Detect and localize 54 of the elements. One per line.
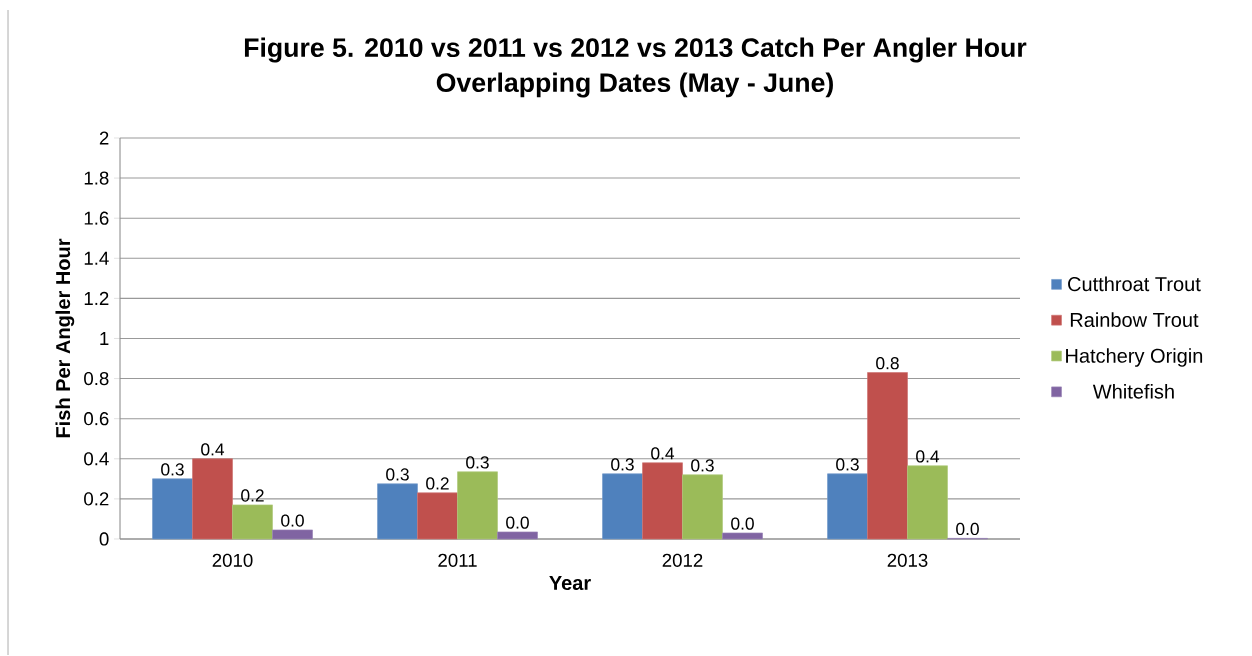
data-label: 0.0 — [506, 516, 529, 529]
y-tick-label: 0 — [99, 532, 109, 546]
bar — [722, 532, 763, 540]
bar — [827, 473, 868, 540]
bar — [682, 474, 723, 540]
bar — [642, 462, 683, 540]
bar — [152, 478, 193, 540]
y-tick-label: 0.8 — [84, 372, 109, 386]
data-label: 0.3 — [836, 458, 859, 471]
bar — [497, 531, 538, 540]
x-tick-label: 2013 — [887, 553, 928, 568]
bar — [417, 492, 458, 540]
chart-subtitle: Overlapping Dates (May - June) — [436, 72, 833, 98]
y-tick-label: 0.2 — [84, 492, 109, 506]
legend-label: Cutthroat Trout — [1068, 276, 1201, 292]
data-label: 0.3 — [386, 468, 409, 481]
y-tick-label: 1.4 — [84, 252, 109, 265]
x-tick-label: 2011 — [438, 553, 477, 568]
bar — [907, 465, 948, 540]
data-label: 0.4 — [201, 443, 225, 456]
y-tick-label: 1.8 — [84, 171, 109, 185]
legend-label: Rainbow Trout — [1070, 312, 1199, 328]
data-label: 0.2 — [241, 489, 264, 502]
data-label: 0.3 — [691, 459, 714, 472]
data-label: 0.8 — [876, 357, 899, 370]
legend-label: Whitefish — [1092, 384, 1174, 399]
y-tick-label: 0.4 — [84, 452, 109, 466]
legend-label: Hatchery Origin — [1066, 348, 1203, 368]
x-tick-label: 2010 — [212, 553, 253, 568]
bar — [867, 372, 908, 540]
x-tick-label: 2012 — [662, 553, 703, 568]
bar — [272, 529, 313, 540]
bar — [377, 483, 418, 540]
y-tick-label: 1.6 — [84, 211, 109, 226]
x-axis-title: Year — [549, 576, 591, 591]
y-tick-label: 0.6 — [84, 412, 109, 426]
chart-title: Figure 5. 2010 vs 2011 vs 2012 vs 2013 Catch Per Angler Hour — [244, 37, 1027, 63]
data-label: 0.3 — [161, 463, 184, 476]
data-label: 0.4 — [916, 450, 940, 463]
data-label: 0.0 — [731, 517, 754, 530]
y-tick-label: 2 — [99, 131, 109, 145]
data-label: 0.2 — [426, 477, 449, 490]
data-label: 0.4 — [651, 447, 675, 460]
bar — [232, 504, 273, 540]
data-label: 0.0 — [956, 523, 979, 536]
data-label: 0.3 — [466, 456, 489, 469]
bar — [602, 473, 643, 540]
bar — [192, 458, 233, 540]
bar — [457, 471, 498, 540]
y-tick-label: 1.2 — [84, 292, 109, 306]
y-tick-label: 1 — [100, 332, 109, 346]
y-axis-title: Fish Per Angler Hour — [55, 239, 75, 438]
data-label: 0.3 — [611, 458, 634, 471]
data-label: 0.0 — [281, 514, 304, 527]
